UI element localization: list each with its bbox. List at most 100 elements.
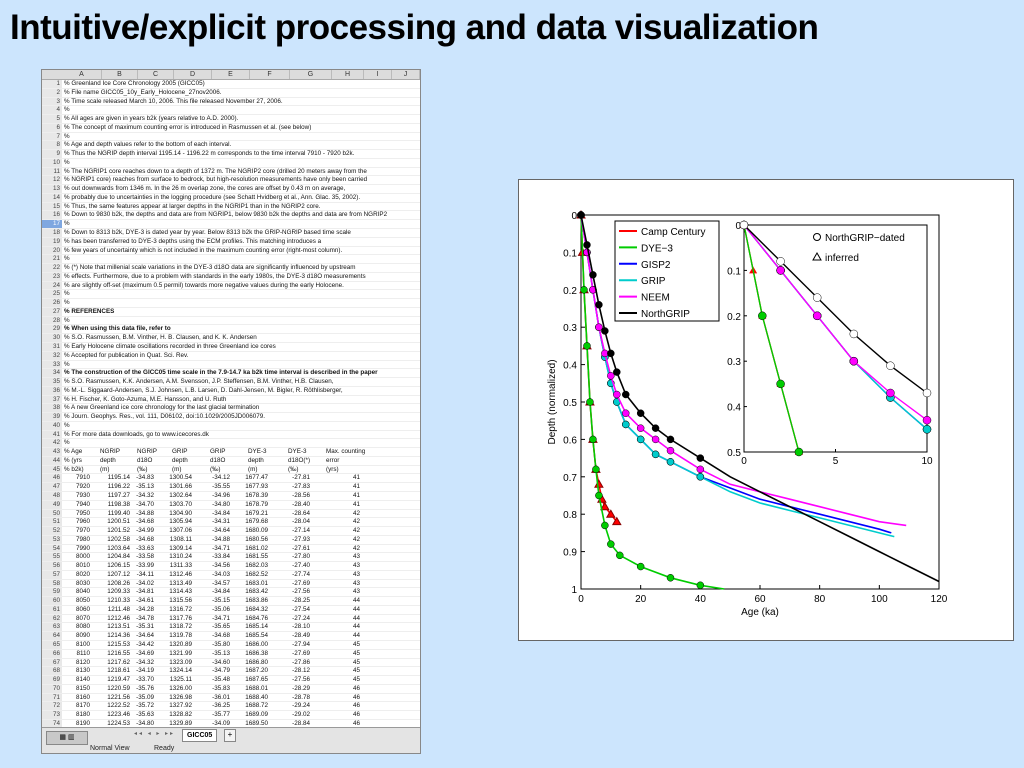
table-row[interactable]: 17% bbox=[42, 220, 420, 230]
table-cell[interactable]: -34.88 bbox=[212, 535, 230, 543]
row-number[interactable]: 38 bbox=[42, 404, 62, 413]
table-cell[interactable]: 1313.49 bbox=[169, 579, 192, 587]
table-cell[interactable]: % effects. Furthermore, due to a problem… bbox=[64, 272, 366, 280]
row-number[interactable]: 72 bbox=[42, 702, 62, 711]
table-header-cell[interactable]: (‰) bbox=[210, 465, 221, 473]
table-cell[interactable]: -34.31 bbox=[212, 518, 230, 526]
table-header-cell[interactable]: depth bbox=[248, 456, 264, 464]
column-header-c[interactable]: C bbox=[138, 70, 174, 79]
table-cell[interactable]: 8110 bbox=[76, 649, 90, 657]
table-cell[interactable]: 1208.26 bbox=[107, 579, 130, 587]
table-cell[interactable]: 1683.01 bbox=[245, 579, 268, 587]
table-cell[interactable]: 7940 bbox=[75, 500, 90, 508]
table-cell[interactable]: 1677.47 bbox=[245, 474, 268, 482]
table-cell[interactable]: 1689.09 bbox=[245, 711, 268, 719]
table-cell[interactable]: % bbox=[64, 316, 70, 324]
table-cell[interactable]: -27.14 bbox=[292, 527, 310, 535]
table-cell[interactable]: 1196.22 bbox=[107, 483, 130, 491]
spreadsheet-rows[interactable]: 1% Greenland Ice Core Chronology 2005 (G… bbox=[42, 80, 420, 753]
table-cell[interactable]: 1686.38 bbox=[245, 649, 268, 657]
table-cell[interactable]: 1688.01 bbox=[245, 684, 268, 692]
table-row[interactable]: 16% Down to 9830 b2k, the depths and dat… bbox=[42, 211, 420, 221]
table-row[interactable]: 72 8170 1222.52 -35.72 1327.92 -36.25 1688.72 -… bbox=[42, 702, 420, 712]
table-row[interactable]: 59 8040 1209.33 -34.81 1314.43 -34.84 1683.42 -… bbox=[42, 588, 420, 598]
table-cell[interactable]: % File name GICC05_10y_Early_Holocene_27… bbox=[64, 88, 222, 96]
table-cell[interactable]: 1203.64 bbox=[107, 544, 130, 552]
table-cell[interactable]: -34.99 bbox=[136, 527, 154, 535]
row-number[interactable]: 26 bbox=[42, 299, 62, 307]
table-cell[interactable]: 43 bbox=[352, 579, 360, 587]
row-number[interactable]: 25 bbox=[42, 290, 62, 299]
table-cell[interactable]: 7960 bbox=[75, 518, 90, 526]
table-cell[interactable]: 7980 bbox=[75, 535, 90, 543]
row-number[interactable]: 61 bbox=[42, 605, 62, 614]
table-cell[interactable]: -35.80 bbox=[212, 641, 230, 648]
table-cell[interactable]: 1684.76 bbox=[245, 614, 268, 622]
table-cell[interactable]: % Thus the NGRIP depth interval 1195.14 … bbox=[64, 150, 355, 158]
table-row[interactable]: 20% few years of uncertainty which is no… bbox=[42, 246, 420, 256]
table-row[interactable]: 57 8020 1207.12 -34.11 1312.46 -34.03 1682.52 -… bbox=[42, 570, 420, 580]
table-row[interactable]: 26% bbox=[42, 299, 420, 308]
table-cell[interactable]: 8150 bbox=[75, 684, 90, 692]
table-cell[interactable]: -27.56 bbox=[292, 588, 310, 596]
table-cell[interactable]: 8140 bbox=[75, 676, 90, 684]
table-cell[interactable]: 8060 bbox=[75, 605, 90, 613]
table-header-cell[interactable]: GRIP bbox=[172, 448, 188, 456]
table-cell[interactable]: 1325.11 bbox=[169, 676, 192, 684]
row-number[interactable]: 67 bbox=[42, 658, 62, 667]
table-cell[interactable]: % bbox=[64, 439, 70, 447]
table-cell[interactable]: 1678.39 bbox=[245, 491, 268, 499]
table-cell[interactable]: -34.02 bbox=[136, 579, 154, 587]
table-cell[interactable]: 1316.72 bbox=[169, 605, 192, 613]
table-row[interactable]: 38% A new Greenland ice core chronology … bbox=[42, 404, 420, 414]
table-row[interactable]: 46 7910 1195.14 -34.83 1300.54 -34.12 1677.47 -… bbox=[42, 474, 420, 484]
table-cell[interactable]: -34.42 bbox=[136, 641, 154, 648]
row-number[interactable]: 6 bbox=[42, 123, 62, 132]
table-cell[interactable]: 1200.51 bbox=[107, 518, 130, 526]
row-number[interactable]: 58 bbox=[42, 579, 62, 588]
table-cell[interactable]: -34.70 bbox=[136, 500, 154, 508]
table-cell[interactable]: -28.49 bbox=[292, 632, 310, 640]
table-cell[interactable]: 46 bbox=[352, 702, 360, 710]
table-cell[interactable]: 8190 bbox=[75, 719, 90, 727]
table-cell[interactable]: 1320.89 bbox=[169, 641, 192, 648]
table-cell[interactable]: 1216.55 bbox=[107, 649, 130, 657]
row-number[interactable]: 55 bbox=[42, 553, 62, 562]
table-cell[interactable]: 1680.09 bbox=[245, 527, 268, 535]
table-cell[interactable]: 1219.47 bbox=[107, 676, 130, 684]
table-cell[interactable]: % For more data downloads, go to www.ice… bbox=[64, 430, 209, 438]
row-number[interactable]: 62 bbox=[42, 614, 62, 623]
table-cell[interactable]: -34.71 bbox=[212, 614, 230, 622]
row-number[interactable]: 14 bbox=[42, 193, 62, 202]
table-cell[interactable]: 1323.09 bbox=[169, 658, 192, 666]
table-cell[interactable]: 1326.98 bbox=[169, 693, 192, 701]
table-cell[interactable]: 1687.65 bbox=[245, 676, 268, 684]
table-cell[interactable]: 8000 bbox=[75, 553, 90, 561]
row-number[interactable]: 50 bbox=[42, 509, 62, 518]
table-row[interactable]: 43% Age NGRIP NGRIP GRIP GRIP DYE-3 DYE-3 Max. … bbox=[42, 448, 420, 457]
table-cell[interactable]: 7930 bbox=[75, 491, 90, 499]
table-row[interactable]: 5% All ages are given in years b2k (year… bbox=[42, 115, 420, 124]
table-header-cell[interactable]: (‰) bbox=[288, 465, 299, 473]
table-cell[interactable]: 1324.14 bbox=[169, 667, 192, 675]
table-cell[interactable]: % Accepted for publication in Quat. Sci.… bbox=[64, 351, 189, 359]
table-cell[interactable]: 1315.56 bbox=[169, 597, 192, 605]
row-number[interactable]: 42 bbox=[42, 439, 62, 448]
table-row[interactable]: 10% bbox=[42, 158, 420, 168]
table-cell[interactable]: % bbox=[64, 421, 70, 429]
row-number[interactable]: 46 bbox=[42, 474, 62, 483]
table-row[interactable]: 32% Accepted for publication in Quat. Sc… bbox=[42, 351, 420, 361]
table-cell[interactable]: 8010 bbox=[75, 562, 90, 570]
table-cell[interactable]: 1223.46 bbox=[107, 711, 130, 719]
row-number[interactable]: 40 bbox=[42, 421, 62, 430]
table-cell[interactable]: -27.94 bbox=[292, 641, 310, 648]
table-row[interactable]: 15% Thus, the same features appear at la… bbox=[42, 202, 420, 212]
table-row[interactable]: 25% bbox=[42, 290, 420, 300]
table-cell[interactable]: 1309.14 bbox=[169, 544, 192, 552]
table-cell[interactable]: 1688.72 bbox=[245, 702, 268, 710]
table-cell[interactable]: 8120 bbox=[75, 658, 90, 666]
table-cell[interactable]: 44 bbox=[352, 605, 360, 613]
table-cell[interactable]: 1687.20 bbox=[245, 667, 268, 675]
table-cell[interactable]: % (*) Note that millenial scale variatio… bbox=[64, 264, 356, 272]
